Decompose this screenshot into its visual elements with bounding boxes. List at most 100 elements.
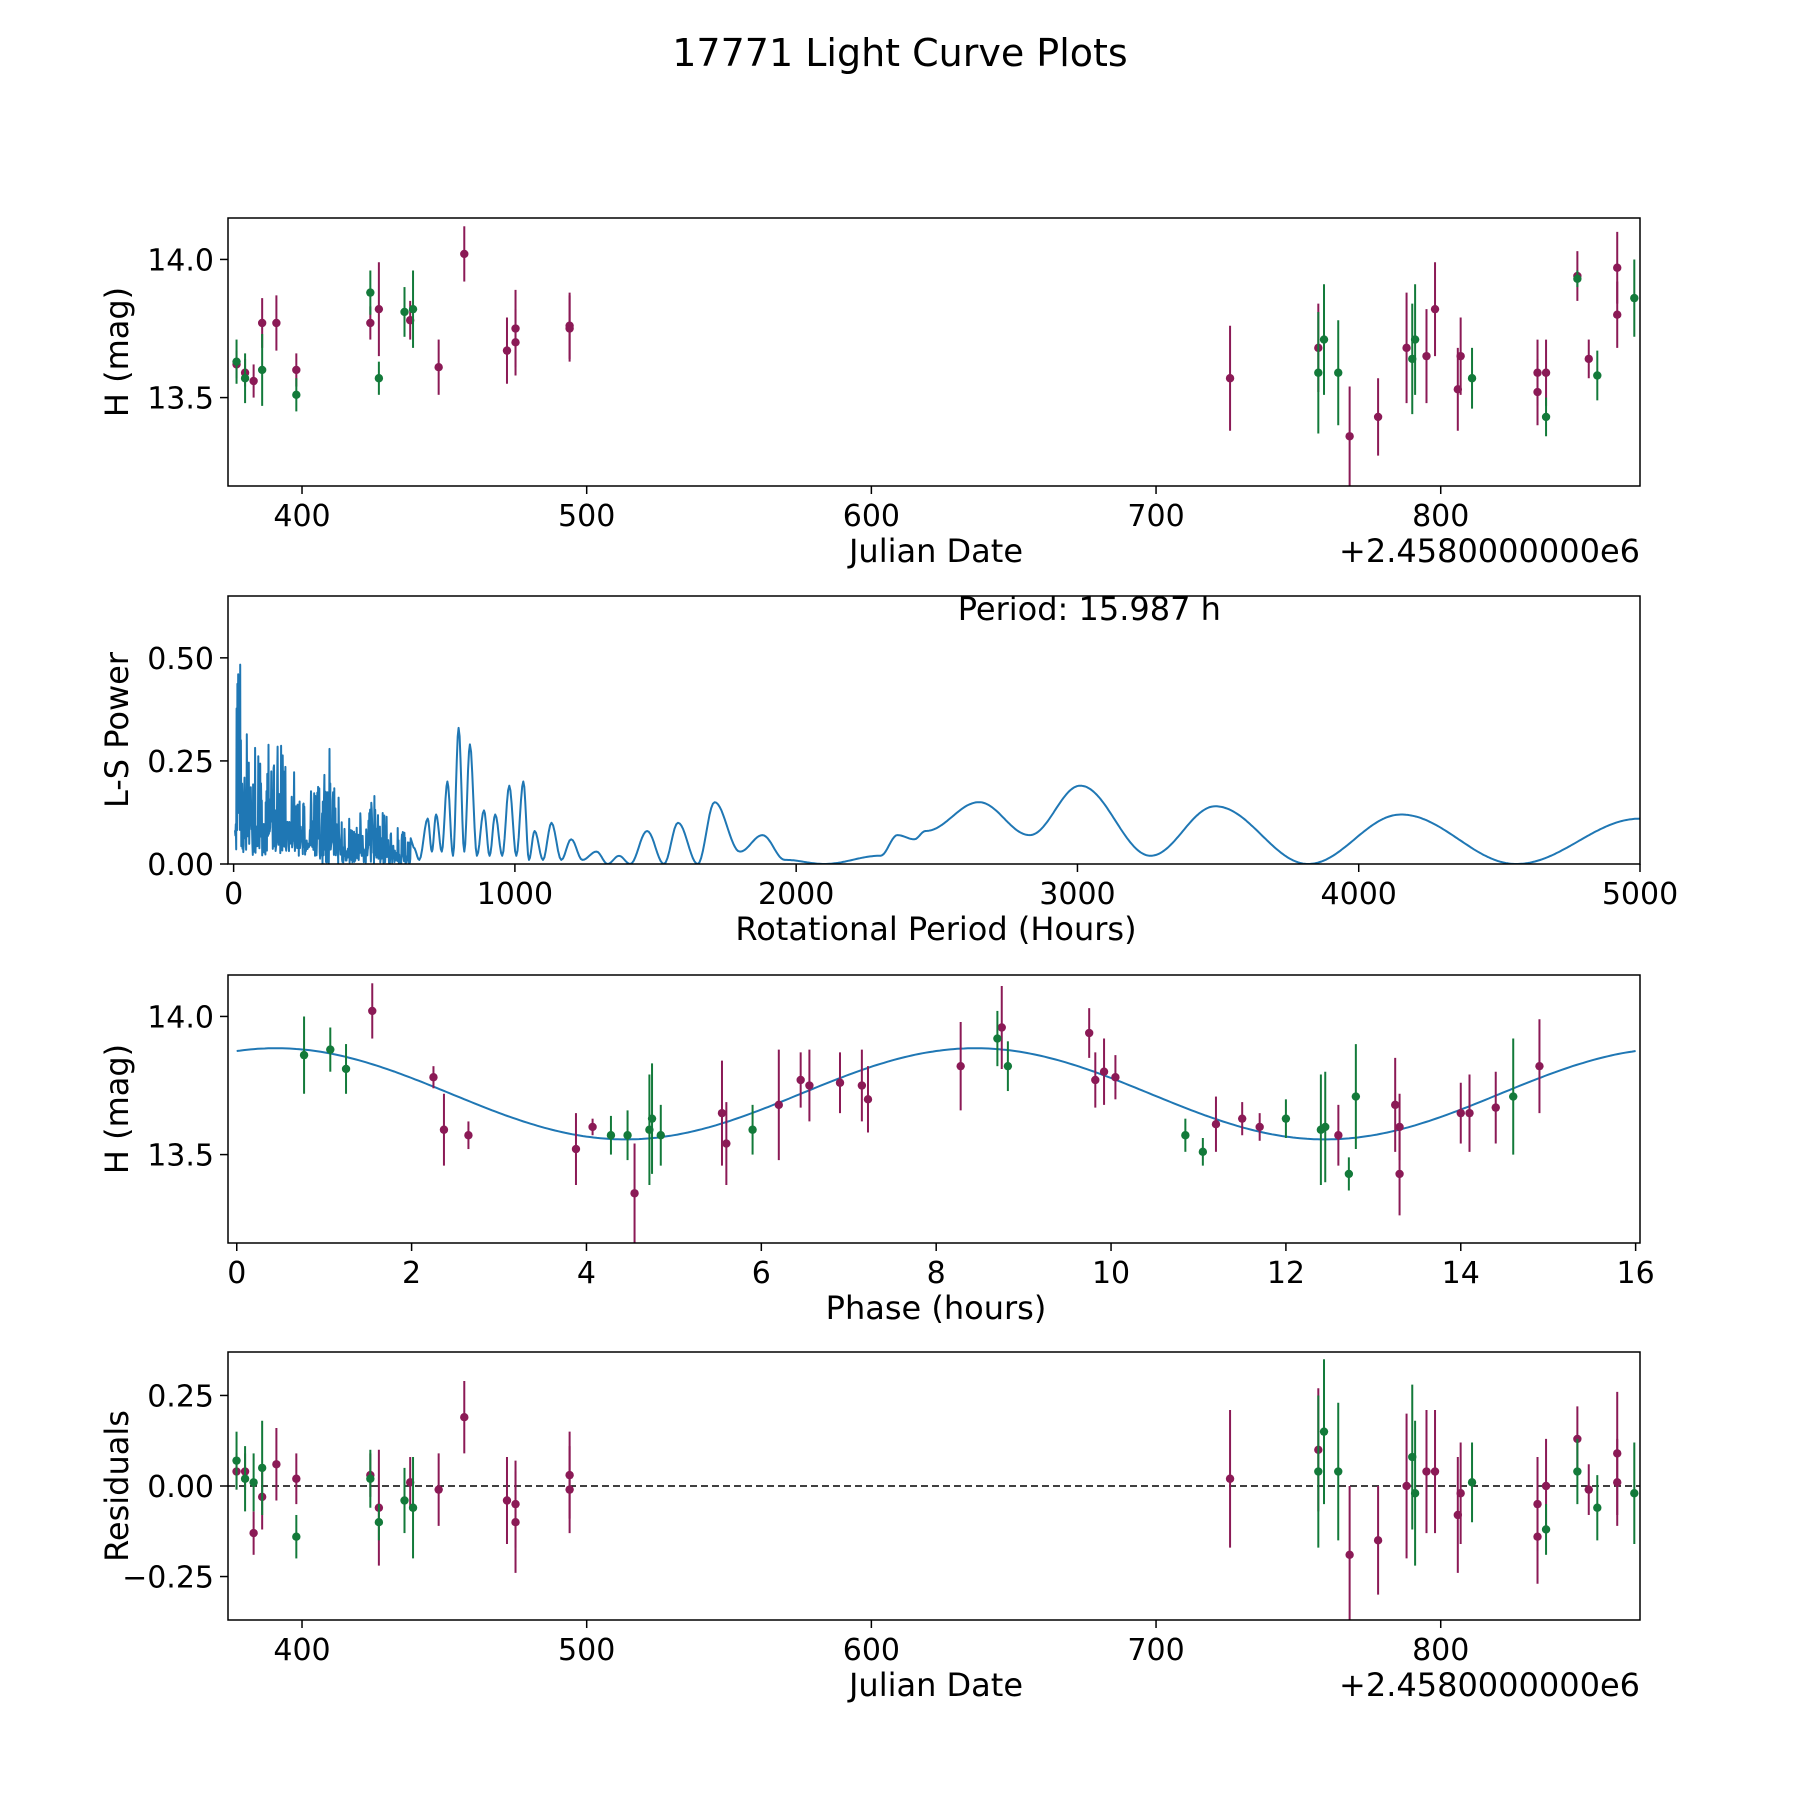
- data-point-green: [257, 365, 267, 375]
- data-point-green: [1509, 1092, 1518, 1101]
- data-point-purple: [1099, 1067, 1109, 1076]
- data-point-green: [1334, 368, 1343, 377]
- x-tick-label: 700: [1127, 499, 1184, 534]
- x-tick-label: 400: [273, 499, 330, 534]
- data-point-green: [748, 1125, 757, 1134]
- data-point-green: [374, 374, 384, 383]
- x-axis-label: Julian Date: [847, 1666, 1023, 1704]
- data-point-purple: [1255, 1122, 1264, 1132]
- data-point-purple: [292, 365, 301, 375]
- data-point-purple: [257, 318, 267, 328]
- data-point-purple: [1237, 1114, 1247, 1123]
- data-point-green: [240, 1474, 250, 1483]
- x-tick-label: 0: [227, 1256, 246, 1291]
- data-point-purple: [1535, 1061, 1544, 1071]
- data-point-purple: [796, 1075, 805, 1085]
- data-point-green: [292, 390, 301, 400]
- data-point-green: [1593, 371, 1602, 380]
- data-point-green: [606, 1131, 616, 1140]
- data-point-purple: [366, 318, 375, 328]
- data-point-green: [1319, 1427, 1329, 1436]
- data-point-purple: [1584, 1485, 1593, 1494]
- data-point-purple: [460, 1412, 469, 1422]
- data-point-purple: [1390, 1100, 1400, 1110]
- data-point-purple: [1373, 412, 1383, 422]
- data-point-purple: [1613, 263, 1622, 272]
- data-point-green: [400, 307, 409, 317]
- data-point-purple: [272, 318, 281, 328]
- x-tick-label: 500: [558, 499, 615, 534]
- panel-frame: [227, 1351, 1641, 1621]
- data-point-purple: [1584, 354, 1593, 364]
- x-tick-label: 5000: [1602, 877, 1678, 912]
- data-point-purple: [272, 1460, 281, 1469]
- y-axis-label: Residuals: [98, 1410, 136, 1562]
- y-tick-label: 0.00: [147, 848, 214, 883]
- x-tick-label: 600: [843, 499, 900, 534]
- data-point-purple: [1402, 343, 1411, 353]
- data-point-green: [1541, 1525, 1551, 1534]
- data-point-purple: [292, 1474, 301, 1483]
- data-point-green: [326, 1045, 335, 1054]
- data-point-purple: [1225, 1474, 1235, 1483]
- x-tick-label: 800: [1412, 1633, 1469, 1668]
- data-point-green: [1630, 293, 1639, 303]
- data-point-purple: [1613, 310, 1622, 319]
- data-point-purple: [1373, 1536, 1383, 1545]
- x-tick-label: 400: [273, 1633, 330, 1668]
- data-point-green: [993, 1034, 1002, 1043]
- panel-phased: 0 2 4 6 8 10 12 14 16 13.5 14.0 Phase (hours) H (mag…: [98, 974, 1655, 1327]
- y-tick-label: −0.25: [122, 1561, 214, 1596]
- x-tick-label: 2000: [758, 877, 834, 912]
- data-point-green: [1003, 1061, 1013, 1071]
- data-point-purple: [857, 1081, 867, 1090]
- x-tick-label: 4000: [1321, 877, 1397, 912]
- y-tick-label: 0.50: [147, 642, 214, 677]
- data-point-green: [1541, 412, 1551, 422]
- data-point-green: [232, 1456, 241, 1465]
- data-point-purple: [722, 1139, 731, 1148]
- x-tick-label: 14: [1442, 1256, 1480, 1291]
- data-point-green: [400, 1496, 409, 1505]
- data-point-purple: [1225, 374, 1235, 383]
- data-point-green: [1319, 335, 1329, 344]
- data-point-green: [366, 288, 375, 297]
- x-tick-label: 4: [577, 1256, 596, 1291]
- data-point-green: [1314, 368, 1323, 377]
- data-point-purple: [429, 1073, 438, 1082]
- figure-title: 17771 Light Curve Plots: [672, 31, 1127, 75]
- x-tick-label: 3000: [1039, 877, 1115, 912]
- data-point-purple: [511, 338, 520, 347]
- data-point-green: [257, 1463, 267, 1473]
- x-offset-label: +2.4580000000e6: [1339, 1666, 1640, 1704]
- data-point-purple: [502, 346, 512, 355]
- data-point-green: [1630, 1489, 1639, 1498]
- panel-frame: [227, 595, 1641, 865]
- x-tick-label: 500: [558, 1633, 615, 1668]
- x-tick-label: 1000: [477, 877, 553, 912]
- data-point-purple: [565, 1485, 574, 1494]
- data-point-purple: [571, 1144, 581, 1154]
- data-point-green: [232, 357, 241, 366]
- data-point-green: [1573, 274, 1582, 283]
- data-point-purple: [249, 376, 258, 386]
- data-point-green: [299, 1050, 309, 1060]
- ls-power-line: [234, 663, 1640, 864]
- data-point-purple: [1491, 1103, 1500, 1112]
- x-axis-label: Rotational Period (Hours): [735, 910, 1136, 948]
- data-point-purple: [511, 1499, 520, 1509]
- data-point-green: [1321, 1122, 1330, 1132]
- data-point-green: [1198, 1147, 1208, 1157]
- data-point-purple: [1111, 1073, 1120, 1082]
- data-point-purple: [368, 1006, 377, 1016]
- y-tick-label: 0.25: [147, 745, 214, 780]
- data-point-purple: [1395, 1169, 1404, 1179]
- data-point-purple: [1422, 1467, 1431, 1476]
- x-offset-label: +2.4580000000e6: [1339, 532, 1640, 570]
- data-point-purple: [1456, 1489, 1465, 1498]
- data-point-purple: [997, 1023, 1006, 1032]
- x-tick-label: 16: [1617, 1256, 1655, 1291]
- data-point-purple: [1345, 1550, 1354, 1560]
- data-point-green: [1410, 335, 1420, 344]
